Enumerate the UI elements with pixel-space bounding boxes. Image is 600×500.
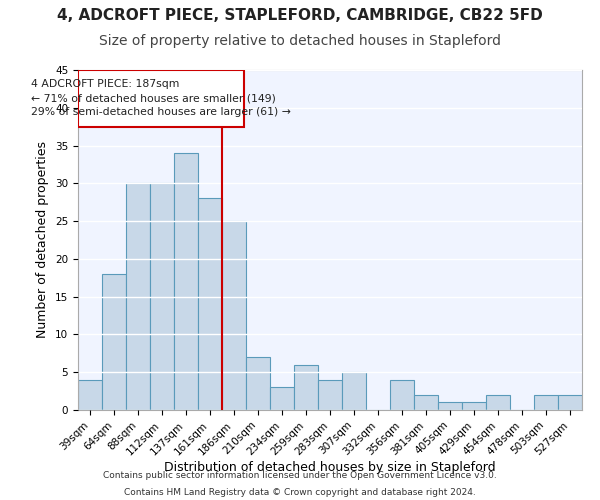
Y-axis label: Number of detached properties: Number of detached properties xyxy=(37,142,49,338)
Bar xyxy=(486,395,510,410)
Bar xyxy=(438,402,462,410)
Bar xyxy=(102,274,126,410)
X-axis label: Distribution of detached houses by size in Stapleford: Distribution of detached houses by size … xyxy=(164,460,496,473)
Text: Size of property relative to detached houses in Stapleford: Size of property relative to detached ho… xyxy=(99,34,501,48)
Bar xyxy=(558,395,582,410)
Bar xyxy=(294,364,318,410)
Bar xyxy=(270,388,294,410)
Bar xyxy=(390,380,414,410)
Text: 4, ADCROFT PIECE, STAPLEFORD, CAMBRIDGE, CB22 5FD: 4, ADCROFT PIECE, STAPLEFORD, CAMBRIDGE,… xyxy=(57,8,543,23)
Text: Contains public sector information licensed under the Open Government Licence v3: Contains public sector information licen… xyxy=(103,470,497,480)
Bar xyxy=(414,395,438,410)
Bar xyxy=(126,184,150,410)
Bar xyxy=(318,380,342,410)
Bar xyxy=(342,372,366,410)
Text: Contains HM Land Registry data © Crown copyright and database right 2024.: Contains HM Land Registry data © Crown c… xyxy=(124,488,476,497)
Bar xyxy=(198,198,222,410)
Bar xyxy=(462,402,486,410)
Bar xyxy=(174,153,198,410)
Bar xyxy=(78,380,102,410)
Text: 4 ADCROFT PIECE: 187sqm
← 71% of detached houses are smaller (149)
29% of semi-d: 4 ADCROFT PIECE: 187sqm ← 71% of detache… xyxy=(31,80,291,118)
Bar xyxy=(534,395,558,410)
Bar xyxy=(222,221,246,410)
Bar xyxy=(246,357,270,410)
Bar xyxy=(150,184,174,410)
FancyBboxPatch shape xyxy=(78,70,244,126)
